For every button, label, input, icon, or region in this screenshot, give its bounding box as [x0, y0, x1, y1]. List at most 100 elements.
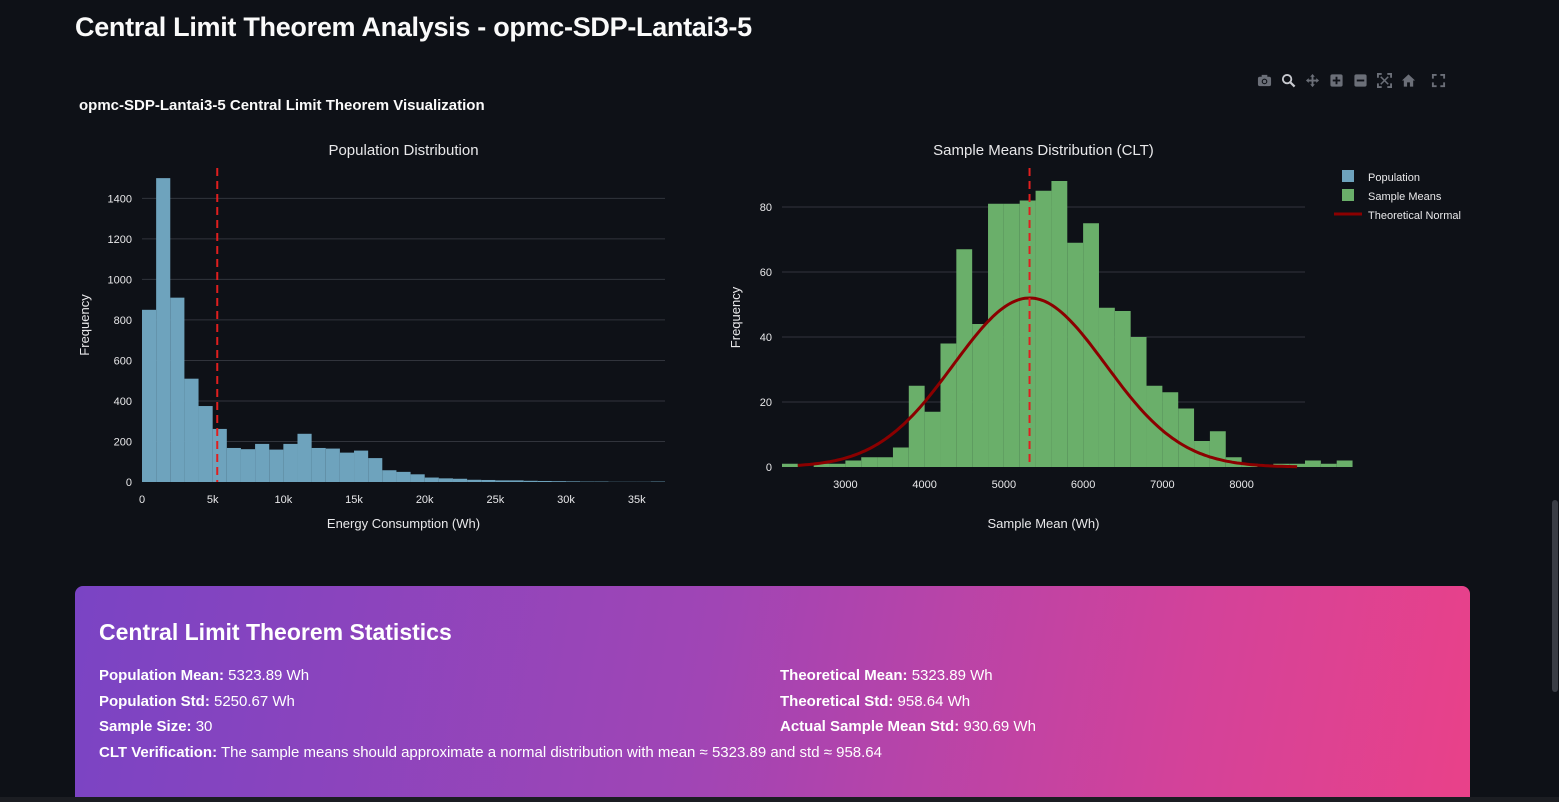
histogram-bar — [1051, 181, 1068, 467]
x-tick-label: 10k — [274, 494, 292, 506]
histogram-bar — [156, 178, 171, 482]
stat-sample-size: Sample Size: 30 — [99, 718, 212, 735]
y-tick-label: 60 — [760, 267, 772, 279]
y-tick-label: 1000 — [108, 274, 132, 286]
histogram-bar — [424, 477, 439, 482]
stat-value: 5250.67 Wh — [214, 693, 295, 710]
stat-label: Population Std: — [99, 693, 210, 710]
legend-swatch — [1342, 170, 1354, 182]
reset-axes-icon[interactable] — [1396, 70, 1420, 90]
histogram-bar — [311, 447, 326, 482]
stat-label: Theoretical Std: — [780, 693, 894, 710]
histogram-bar — [1146, 385, 1163, 467]
x-tick-label: 20k — [416, 494, 434, 506]
histogram-bar — [551, 481, 567, 482]
theoretical-normal-curve — [797, 296, 1298, 469]
histogram-bar — [509, 480, 524, 482]
stats-card: Central Limit Theorem Statistics Populat… — [75, 586, 1470, 802]
x-tick-label: 8000 — [1229, 479, 1253, 491]
histogram-bar — [1067, 242, 1084, 467]
camera-icon[interactable] — [1252, 70, 1276, 90]
histogram-bar — [523, 480, 538, 482]
histogram-bar — [382, 470, 397, 482]
y-tick-label: 200 — [114, 436, 132, 448]
histogram-bar — [198, 406, 213, 482]
stat-theoretical-mean: Theoretical Mean: 5323.89 Wh — [780, 667, 993, 684]
histogram-bar — [170, 297, 185, 482]
stat-population-std: Population Std: 5250.67 Wh — [99, 693, 295, 710]
histogram-bar — [956, 249, 973, 467]
stat-population-mean: Population Mean: 5323.89 Wh — [99, 667, 309, 684]
y-tick-label: 600 — [114, 355, 132, 367]
histogram-bar — [226, 447, 241, 482]
stat-label: Theoretical Mean: — [780, 667, 908, 684]
histogram-bar — [212, 428, 227, 482]
histogram-bar — [495, 480, 510, 482]
histogram-bar — [566, 481, 581, 482]
legend-label: Population — [1368, 172, 1420, 184]
zoom-in-icon[interactable] — [1324, 70, 1348, 90]
y-axis-label: Frequency — [728, 286, 743, 348]
x-tick-label: 15k — [345, 494, 363, 506]
legend-swatch — [1342, 189, 1354, 201]
histogram-bar — [1003, 203, 1020, 467]
y-tick-label: 0 — [126, 477, 132, 489]
figure-title: opmc-SDP-Lantai3-5 Central Limit Theorem… — [79, 97, 485, 114]
x-axis-label: Energy Consumption (Wh) — [327, 516, 480, 531]
histogram-bar — [240, 449, 256, 482]
autoscale-icon[interactable] — [1372, 70, 1396, 90]
y-tick-label: 400 — [114, 396, 132, 408]
histogram-bar — [297, 433, 312, 482]
x-tick-label: 4000 — [912, 479, 936, 491]
histogram-bar — [1320, 463, 1337, 467]
x-tick-label: 6000 — [1071, 479, 1095, 491]
histogram-bar — [813, 463, 830, 467]
stat-label: CLT Verification: — [99, 744, 218, 761]
stat-actual-sample-std: Actual Sample Mean Std: 930.69 Wh — [780, 718, 1036, 735]
stat-value: The sample means should approximate a no… — [220, 744, 882, 761]
x-tick-label: 7000 — [1150, 479, 1174, 491]
histogram-bar — [829, 463, 846, 467]
fullscreen-icon[interactable] — [1426, 70, 1450, 90]
histogram-bar — [1130, 337, 1147, 467]
histogram-bar — [481, 479, 496, 482]
x-tick-label: 5k — [207, 494, 219, 506]
x-tick-label: 30k — [557, 494, 575, 506]
histogram-bar — [537, 480, 552, 482]
stat-clt-verification: CLT Verification: The sample means shoul… — [99, 744, 882, 761]
bottom-edge — [0, 797, 1559, 802]
histogram-bar — [354, 450, 369, 482]
histogram-bar — [1178, 408, 1195, 467]
histogram-bar — [396, 471, 411, 482]
histogram-bar — [782, 463, 798, 467]
histogram-bar — [255, 443, 270, 482]
stat-value: 5323.89 Wh — [228, 667, 310, 684]
histogram-bar — [1019, 200, 1036, 467]
pan-icon[interactable] — [1300, 70, 1324, 90]
histogram-bar — [845, 460, 862, 467]
zoom-icon[interactable] — [1276, 70, 1300, 90]
histogram-bar — [438, 478, 453, 482]
y-tick-label: 0 — [766, 462, 772, 474]
histogram-bar — [908, 385, 925, 467]
x-axis-label: Sample Mean (Wh) — [988, 516, 1100, 531]
y-tick-label: 800 — [114, 315, 132, 327]
page-scrollbar[interactable] — [1552, 500, 1558, 692]
histogram-bar — [452, 478, 468, 482]
histogram-bar — [184, 378, 199, 482]
histogram-bar — [1162, 392, 1179, 467]
histogram-bar — [988, 203, 1004, 467]
zoom-out-icon[interactable] — [1348, 70, 1372, 90]
subplot-title: Population Distribution — [328, 142, 478, 159]
histogram-bar — [283, 443, 298, 482]
histogram-bar — [861, 457, 878, 467]
x-tick-label: 5000 — [992, 479, 1016, 491]
stat-label: Actual Sample Mean Std: — [780, 718, 960, 735]
stat-theoretical-std: Theoretical Std: 958.64 Wh — [780, 693, 970, 710]
histogram-bar — [1336, 460, 1353, 467]
histogram-bar — [972, 324, 989, 467]
x-tick-label: 3000 — [833, 479, 857, 491]
histogram-bar — [1098, 307, 1115, 467]
histogram-bar — [325, 448, 340, 482]
